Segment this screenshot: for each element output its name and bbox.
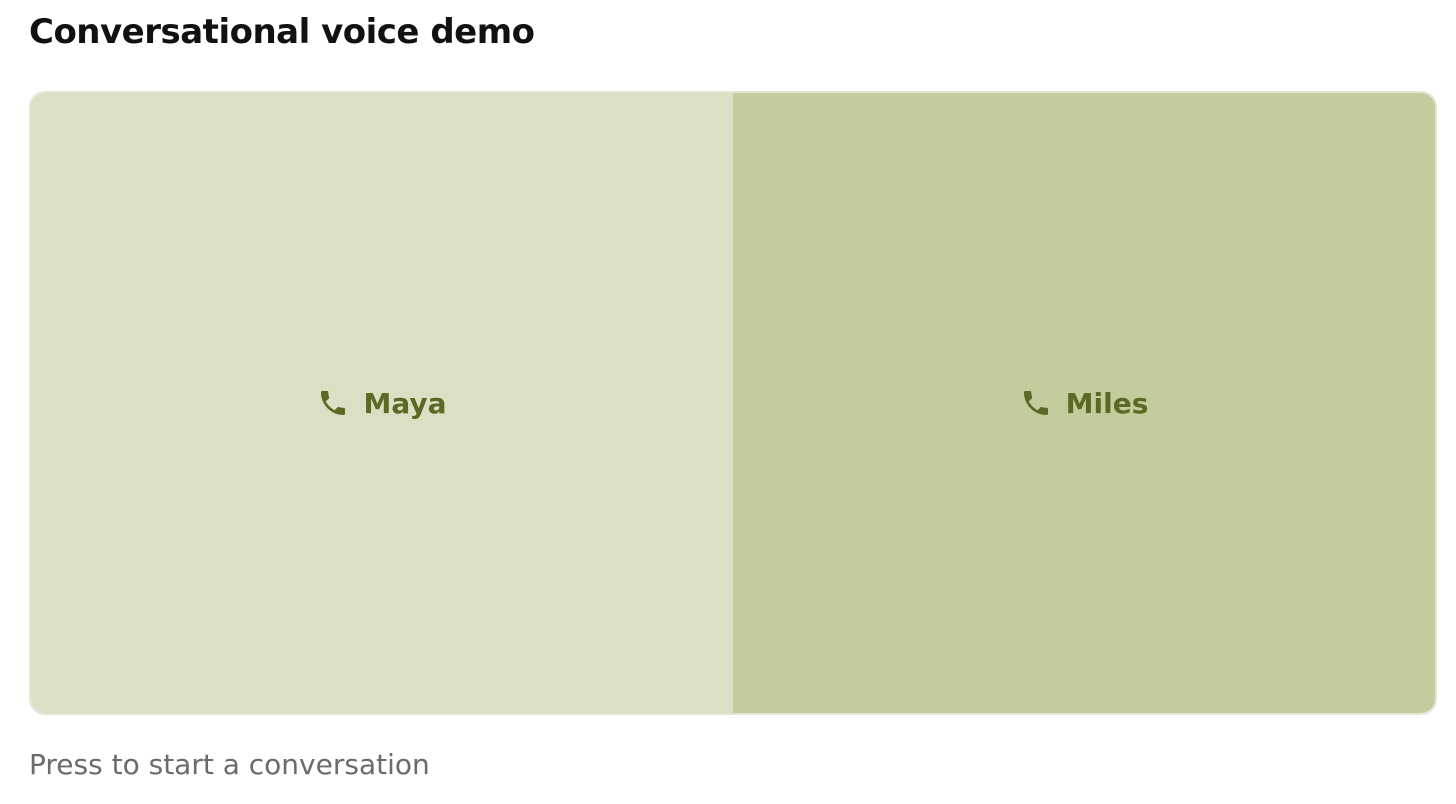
- phone-icon: [1023, 391, 1048, 415]
- voice-button[interactable]: Miles: [733, 93, 1435, 713]
- voice-panel: Maya Miles: [29, 91, 1437, 715]
- title: Conversational voice demo: [29, 12, 535, 52]
- voice-button[interactable]: Maya: [31, 93, 733, 713]
- voice-label: Miles: [1065, 386, 1149, 420]
- voice-label: Maya: [363, 386, 447, 420]
- hint-text: Press to start a conversation: [29, 748, 430, 781]
- phone-icon: [321, 391, 346, 415]
